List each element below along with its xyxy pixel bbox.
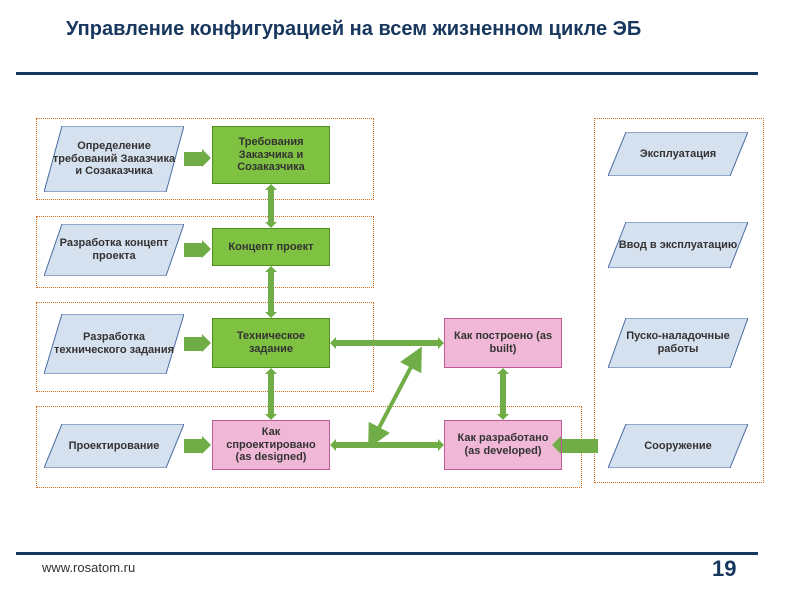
slide-title: Управление конфигурацией на всем жизненн… (66, 18, 686, 41)
arrow-head-icon (438, 439, 444, 451)
title-rule (16, 72, 758, 75)
footer-url: www.rosatom.ru (42, 560, 135, 575)
box-as-designed: Как спроектировано (as designed) (212, 420, 330, 470)
footer-rule (16, 552, 758, 555)
box-operation: Эксплуатация (608, 132, 748, 176)
arrow-head-icon (497, 368, 509, 374)
arrow-head-icon (202, 149, 211, 167)
arrow-as-designed-as-developed (336, 442, 438, 448)
box-tz: Техническое задание (212, 318, 330, 368)
box-req-def: Определение требований Заказчика и Созак… (44, 126, 184, 192)
arrow-head-icon (330, 337, 336, 349)
arrow-head-icon (202, 240, 211, 258)
arrow-head-icon (265, 222, 277, 228)
box-as-built: Как построено (as built) (444, 318, 562, 368)
box-startup: Ввод в эксплуатацию (608, 222, 748, 268)
arrow-head-icon (265, 414, 277, 420)
box-label: Разработка технического задания (50, 314, 178, 374)
arrow-tz-as-designed (268, 374, 274, 414)
arrow-head-icon (552, 436, 561, 454)
page-number: 19 (712, 556, 736, 582)
arrow-head-icon (438, 337, 444, 349)
arrow-concept-dev-concept (184, 243, 202, 257)
box-design: Проектирование (44, 424, 184, 468)
arrow-head-icon (265, 266, 277, 272)
arrow-head-icon (202, 334, 211, 352)
box-concept: Концепт проект (212, 228, 330, 266)
arrow-head-icon (330, 439, 336, 451)
box-label: Проектирование (50, 424, 178, 468)
arrow-req-cust-concept (268, 190, 274, 222)
box-commissioning: Пуско-наладочные работы (608, 318, 748, 368)
arrow-req-def-req-cust (184, 152, 202, 166)
box-req-cust: Требования Заказчика и Созаказчика (212, 126, 330, 184)
box-label: Разработка концепт проекта (50, 224, 178, 276)
box-construction: Сооружение (608, 424, 748, 468)
box-as-developed: Как разработано (as developed) (444, 420, 562, 470)
arrow-head-icon (265, 184, 277, 190)
arrow-as-built-as-developed (500, 374, 506, 414)
arrow-head-icon (265, 312, 277, 318)
box-label: Ввод в эксплуатацию (614, 222, 742, 268)
box-tz-dev: Разработка технического задания (44, 314, 184, 374)
arrow-tz-dev-tz (184, 337, 202, 351)
arrow-tz-as-built (336, 340, 438, 346)
box-label: Сооружение (614, 424, 742, 468)
box-label: Пуско-наладочные работы (614, 318, 742, 368)
box-label: Определение требований Заказчика и Созак… (50, 126, 178, 192)
arrow-head-icon (202, 436, 211, 454)
arrow-head-icon (497, 414, 509, 420)
box-concept-dev: Разработка концепт проекта (44, 224, 184, 276)
box-label: Эксплуатация (614, 132, 742, 176)
arrow-concept-tz (268, 272, 274, 312)
arrow-design-as-designed (184, 439, 202, 453)
arrow-head-icon (265, 368, 277, 374)
arrow-construction-as-developed (562, 439, 598, 453)
